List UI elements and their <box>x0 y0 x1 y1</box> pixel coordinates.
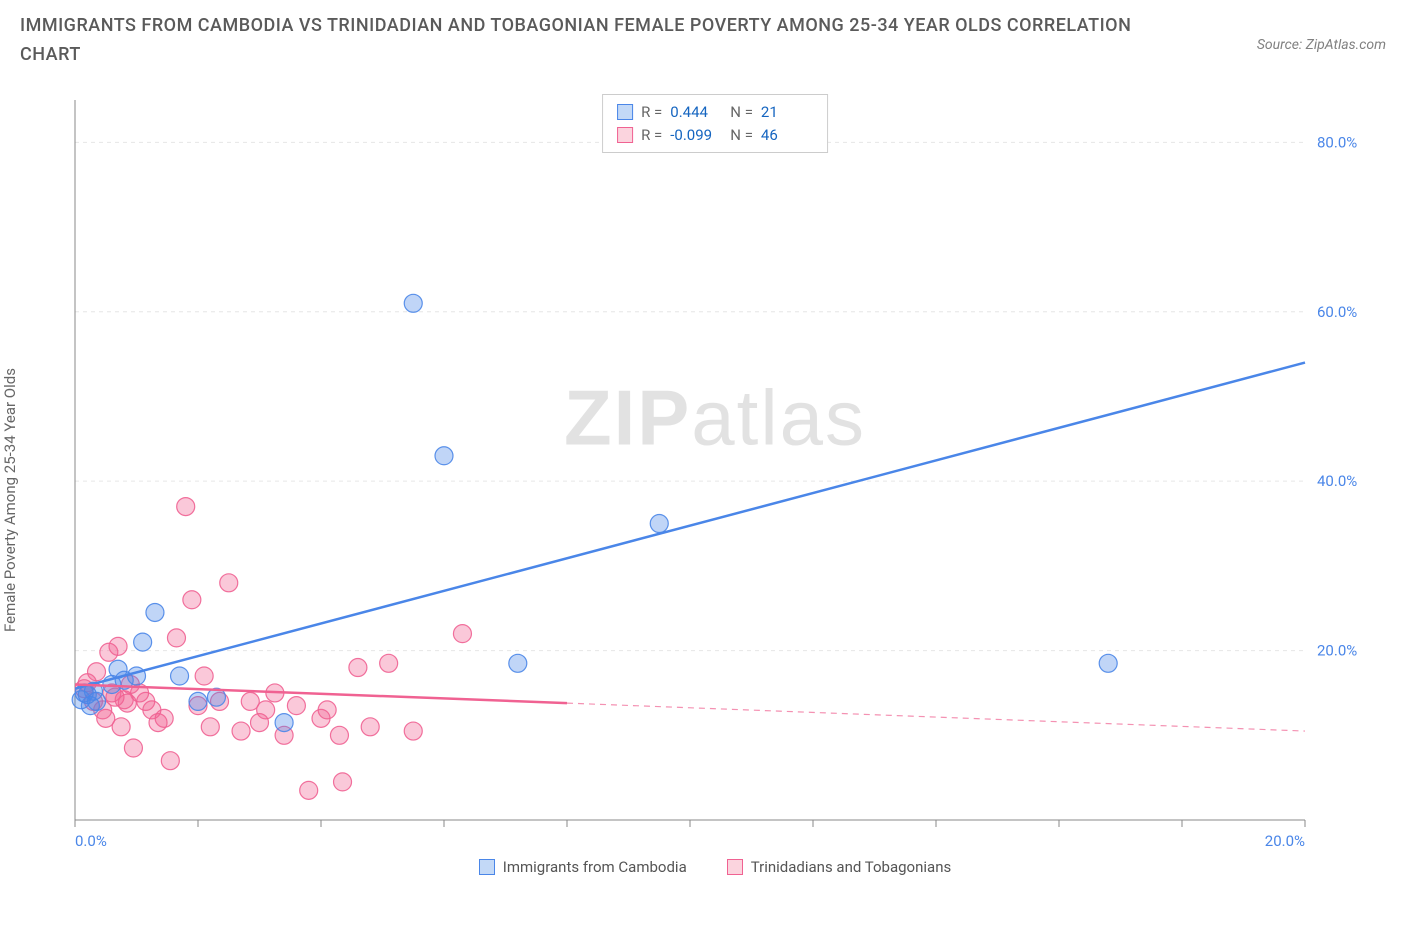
stats-row-cambodia: R = 0.444 N = 21 <box>617 101 813 124</box>
r-label: R = <box>641 101 662 124</box>
r-value-cambodia: 0.444 <box>670 101 722 124</box>
stats-row-trinidad: R = -0.099 N = 46 <box>617 124 813 147</box>
chart-title: IMMIGRANTS FROM CAMBODIA VS TRINIDADIAN … <box>20 12 1140 70</box>
svg-text:20.0%: 20.0% <box>1317 642 1357 660</box>
y-axis-label: Female Poverty Among 25-34 Year Olds <box>1 368 19 632</box>
svg-text:20.0%: 20.0% <box>1265 832 1305 850</box>
swatch-cambodia <box>617 104 633 120</box>
swatch-trinidad <box>727 859 743 875</box>
n-value-trinidad: 46 <box>761 124 813 147</box>
chart-header: IMMIGRANTS FROM CAMBODIA VS TRINIDADIAN … <box>0 0 1406 70</box>
r-value-trinidad: -0.099 <box>670 124 722 147</box>
chart-container: Female Poverty Among 25-34 Year Olds 20.… <box>20 90 1386 910</box>
stats-legend: R = 0.444 N = 21 R = -0.099 N = 46 <box>602 94 828 153</box>
svg-text:60.0%: 60.0% <box>1317 303 1357 321</box>
r-label: R = <box>641 124 662 147</box>
legend-label-trinidad: Trinidadians and Tobagonians <box>751 858 951 876</box>
swatch-cambodia <box>479 859 495 875</box>
n-label: N = <box>730 124 753 147</box>
chart-svg: 20.0% 40.0% 60.0% 80.0% 0.0% 20.0% <box>65 90 1365 870</box>
n-value-cambodia: 21 <box>761 101 813 124</box>
n-label: N = <box>730 101 753 124</box>
source-attribution: Source: ZipAtlas.com <box>1257 37 1386 53</box>
bottom-legend: Immigrants from Cambodia Trinidadians an… <box>65 858 1365 876</box>
plot-area: 20.0%40.0%60.0%80.0%0.0%20.0% ZIPatlas R… <box>65 90 1365 870</box>
legend-label-cambodia: Immigrants from Cambodia <box>503 858 687 876</box>
svg-text:80.0%: 80.0% <box>1317 133 1357 151</box>
legend-item-trinidad: Trinidadians and Tobagonians <box>727 858 951 876</box>
swatch-trinidad <box>617 127 633 143</box>
legend-item-cambodia: Immigrants from Cambodia <box>479 858 687 876</box>
svg-text:0.0%: 0.0% <box>75 832 107 850</box>
svg-text:40.0%: 40.0% <box>1317 472 1357 490</box>
